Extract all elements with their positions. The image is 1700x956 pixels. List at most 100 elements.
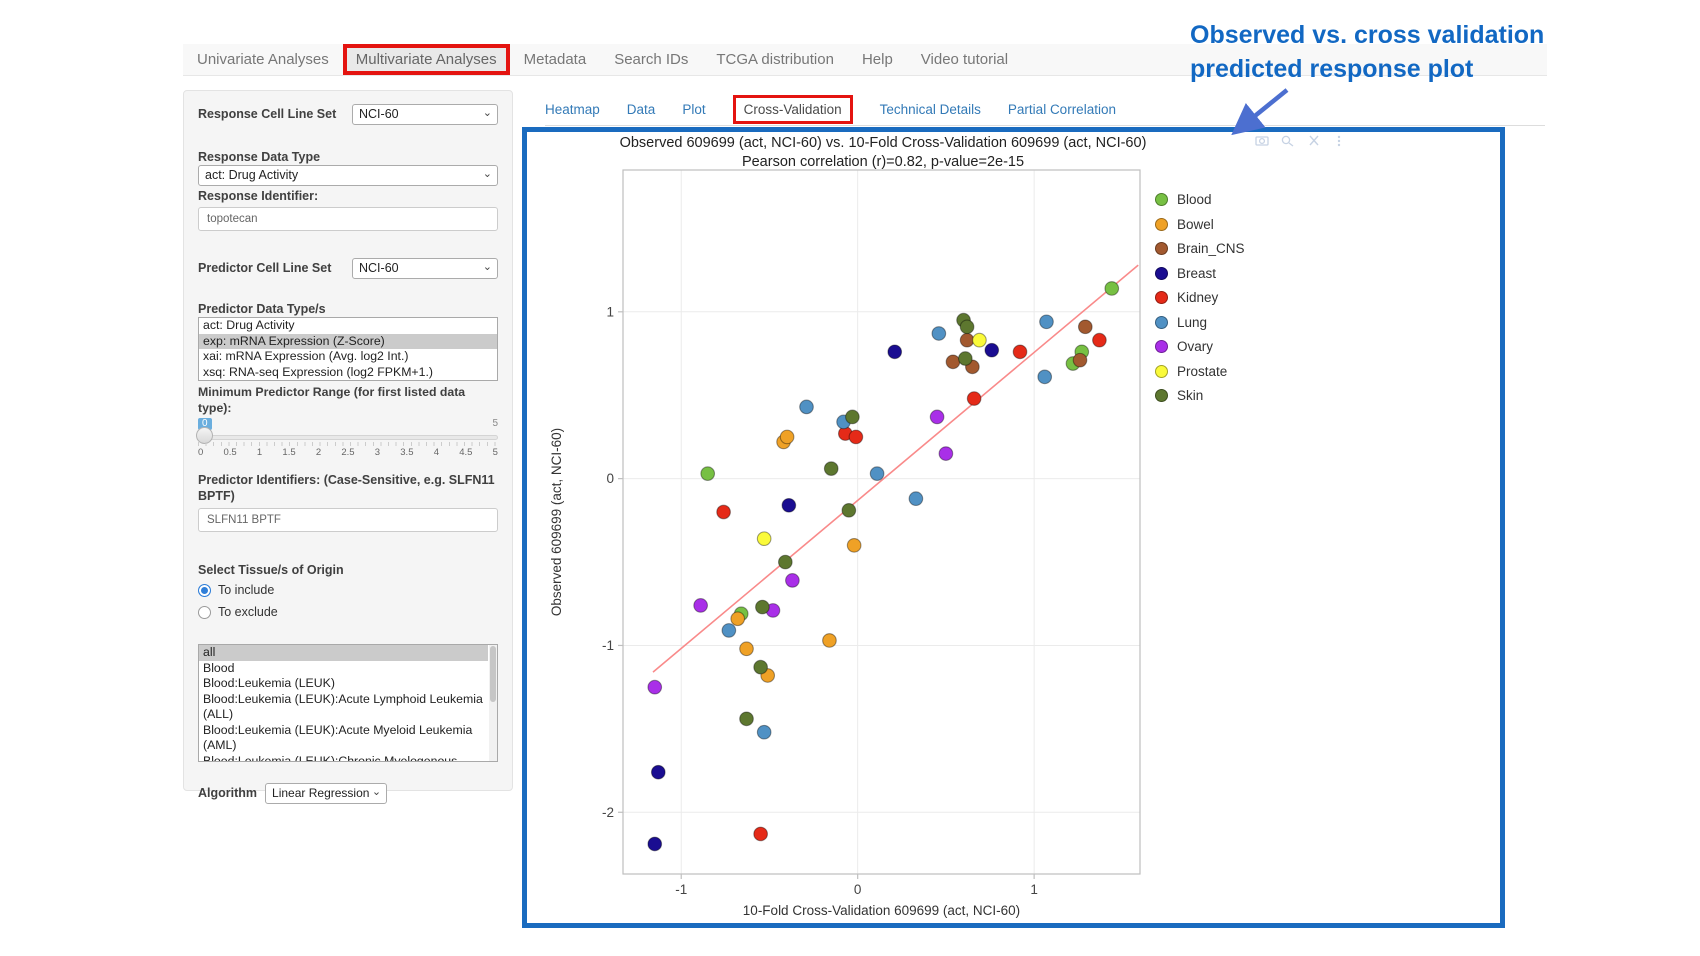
predictor-data-types-listbox: act: Drug Activity exp: mRNA Expression (… (198, 317, 498, 381)
tab-cross-validation[interactable]: Cross-Validation (732, 94, 853, 124)
listbox-option-xai-mrna-expression-avg-log2-int[interactable]: xai: mRNA Expression (Avg. log2 Int.) (203, 349, 409, 363)
tab-partial-correlation[interactable]: Partial Correlation (1007, 101, 1116, 117)
nav-tab-help[interactable]: Help (861, 51, 893, 68)
slider-tick-1-5: 1.5 (282, 447, 296, 458)
scatter-point-brain-cns (959, 332, 975, 348)
scatter-point-lung (799, 399, 814, 415)
nav-tab-multivariate-analyses[interactable]: Multivariate Analyses (342, 44, 510, 75)
scatter-point-skin (957, 351, 973, 366)
more-icon[interactable] (1337, 135, 1341, 147)
tab-data[interactable]: Data (626, 101, 656, 117)
scatter-point-skin (739, 711, 754, 727)
nav-tab-video-tutorial[interactable]: Video tutorial (920, 51, 1009, 68)
min-predictor-range-slider: 0 5 0 0.5 1 1.5 2 2.5 3 3.5 4 4.5 5 (196, 418, 498, 460)
legend-dot-icon (1155, 217, 1168, 231)
tab-plot[interactable]: Plot (682, 101, 706, 117)
legend-item-prostate[interactable]: Prostate (1155, 364, 1245, 379)
listbox-option-all[interactable]: all (199, 645, 488, 661)
scrollbar-thumb[interactable] (490, 646, 496, 702)
scatter-point-bowel (779, 429, 795, 445)
legend-item-skin[interactable]: Skin (1155, 388, 1245, 403)
listbox-option-act-drug-activity[interactable]: act: Drug Activity (203, 318, 295, 332)
plot-border (622, 169, 1141, 875)
scatter-point-bowel (730, 611, 746, 627)
scatter-point-skin (845, 409, 860, 425)
scatter-point-kidney (753, 826, 768, 842)
response-cell-line-set-select[interactable]: NCI-60 ⌄ (352, 103, 498, 125)
scatter-point-kidney (716, 504, 731, 520)
zoom-icon[interactable] (1281, 135, 1294, 147)
algorithm-select[interactable]: Linear Regression ⌄ (265, 782, 388, 804)
slider-tick-labels: 0 0.5 1 1.5 2 2.5 3 3.5 4 4.5 5 (198, 447, 498, 458)
scatter-point-brain-cns (945, 354, 961, 370)
legend-item-breast[interactable]: Breast (1155, 266, 1245, 281)
legend-item-bowel[interactable]: Bowel (1155, 217, 1245, 232)
y-tick-label: -2 (602, 805, 614, 820)
legend-item-kidney[interactable]: Kidney (1155, 290, 1245, 305)
listbox-option-xsq-rna-seq-expression-log2-fpkm-1[interactable]: xsq: RNA-seq Expression (log2 FPKM+1.) (203, 364, 433, 379)
radio-button-icon[interactable] (198, 583, 211, 597)
scatter-point-lung (756, 724, 772, 740)
predictor-identifiers-input[interactable] (198, 508, 498, 532)
chevron-down-icon: ⌄ (482, 260, 492, 273)
nav-tab-tcga-distribution[interactable]: TCGA distribution (716, 51, 834, 68)
listbox-option-exp-mrna-expression-z-score[interactable]: exp: mRNA Expression (Z-Score) (199, 333, 497, 349)
legend-item-lung[interactable]: Lung (1155, 314, 1245, 330)
slider-track[interactable] (198, 435, 498, 440)
slider-minor-ticks (198, 442, 498, 446)
scatter-point-bowel (846, 538, 862, 553)
radio-to-include[interactable]: To include (198, 580, 498, 600)
camera-icon[interactable] (1255, 136, 1269, 146)
scatter-point-ovary (647, 679, 663, 695)
legend-item-ovary[interactable]: Ovary (1155, 339, 1245, 354)
legend-label: Brain_CNS (1177, 241, 1245, 256)
x-tick-label: 0 (854, 882, 862, 897)
listbox-option-blood-leukemia-leuk[interactable]: Blood:Leukemia (LEUK) (203, 676, 335, 690)
scatter-point-skin (755, 599, 770, 615)
listbox-scrollbar[interactable] (489, 645, 497, 761)
radio-to-exclude[interactable]: To exclude (198, 602, 498, 622)
scatter-point-blood (700, 466, 716, 481)
legend-label: Lung (1177, 314, 1208, 330)
listbox-option-blood-leukemia-leuk-chronic-myelogenous-leukemia-cml[interactable]: Blood:Leukemia (LEUK):Chronic Myelogenou… (203, 753, 458, 762)
slider-tick-3: 3 (374, 447, 381, 458)
scatter-point-kidney (1092, 332, 1107, 348)
nav-tab-univariate-analyses[interactable]: Univariate Analyses (197, 51, 329, 68)
scatter-point-kidney (1012, 344, 1028, 360)
plotly-modebar (1255, 134, 1347, 152)
tab-technical-details[interactable]: Technical Details (879, 101, 981, 117)
plot-title: Observed 609699 (act, NCI-60) vs. 10-Fol… (619, 135, 1147, 151)
slider-tick-4-5: 4.5 (459, 447, 473, 458)
chevron-down-icon: ⌄ (482, 106, 492, 119)
scatter-point-ovary (929, 409, 945, 425)
annotation-arrow-icon (1231, 88, 1289, 136)
listbox-option-blood[interactable]: Blood (203, 660, 235, 675)
predictor-data-types-label: Predictor Data Type/s (198, 302, 326, 316)
y-tick-label: 1 (606, 304, 614, 319)
radio-button-icon[interactable] (198, 605, 211, 619)
close-icon[interactable] (1309, 135, 1319, 146)
tab-heatmap[interactable]: Heatmap (545, 101, 600, 117)
algorithm-label: Algorithm (198, 786, 258, 800)
tissue-origin-listbox: all Blood Blood:Leukemia (LEUK) Blood:Leuke… (198, 644, 498, 762)
trendline (652, 264, 1139, 673)
response-data-type-select[interactable]: act: Drug Activity ⌄ (198, 165, 498, 186)
listbox-option-blood-leukemia-leuk-acute-lymphoid-leukemia-all[interactable]: Blood:Leukemia (LEUK):Acute Lymphoid Leu… (203, 691, 483, 722)
plot-legend: Blood Bowel Brain_CNS Breast Kidney Lung Ovary… (1155, 192, 1245, 414)
legend-item-blood[interactable]: Blood (1155, 192, 1245, 207)
nav-tab-search-ids[interactable]: Search IDs (614, 51, 689, 68)
legend-dot-icon (1155, 315, 1168, 329)
scatter-point-breast (984, 342, 1000, 358)
slider-tick-2-5: 2.5 (341, 447, 355, 458)
tissue-origin-radios: To include To exclude (198, 580, 498, 622)
scatter-point-breast (887, 344, 903, 360)
response-identifier-input[interactable] (198, 207, 498, 231)
predictor-cell-line-set-select[interactable]: NCI-60 ⌄ (352, 257, 498, 279)
scatter-point-ovary (785, 573, 800, 588)
listbox-option-blood-leukemia-leuk-acute-myeloid-leukemia-aml[interactable]: Blood:Leukemia (LEUK):Acute Myeloid Leuk… (203, 722, 473, 753)
legend-dot-icon (1155, 266, 1168, 280)
slider-tick-1: 1 (256, 447, 263, 458)
nav-tab-metadata[interactable]: Metadata (523, 51, 587, 68)
legend-item-brain-cns[interactable]: Brain_CNS (1155, 241, 1245, 256)
predictor-cell-line-set-label: Predictor Cell Line Set (198, 261, 332, 275)
